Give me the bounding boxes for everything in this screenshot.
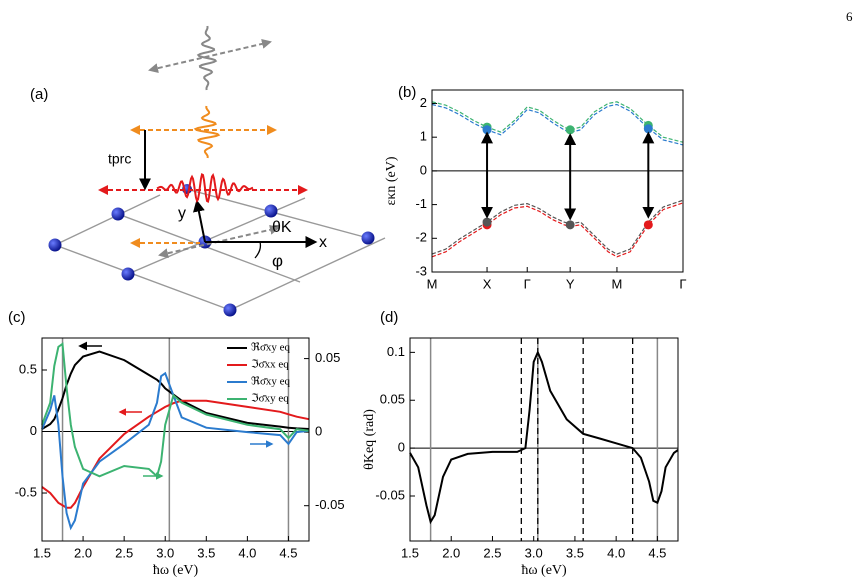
y-axis-label: εκn (eV) <box>384 156 399 205</box>
plot-frame <box>431 89 684 273</box>
y2-tick-label: -0.05 <box>315 497 345 512</box>
band-marker <box>565 125 575 135</box>
panel-label: (d) <box>380 309 398 326</box>
x-tick-label: Y <box>566 276 575 291</box>
y-tick-label: 0 <box>398 440 405 455</box>
y-tick-label: 0.05 <box>380 392 405 407</box>
plot-frame <box>409 337 679 542</box>
x-tick-label: Γ <box>679 276 686 291</box>
y2-tick-label: 0.05 <box>315 350 340 365</box>
diagram-label: y <box>178 205 186 222</box>
y-axis-arrow <box>192 199 206 243</box>
lattice <box>54 189 386 311</box>
legend-label: ℜσ̄xy eq <box>251 376 291 388</box>
x-tick-label: 4.0 <box>238 545 256 560</box>
y-tick-label: -1 <box>415 196 427 211</box>
plot-frame <box>41 337 310 542</box>
series-line <box>41 342 310 479</box>
band-marker <box>482 125 492 135</box>
band-marker <box>482 217 492 227</box>
diagram-label: x <box>319 234 327 251</box>
y-axis-label: θKeq (rad) <box>362 409 377 470</box>
diagram-label: θK <box>272 219 292 236</box>
wave-packet <box>196 25 218 91</box>
y-tick-label: 0 <box>420 162 427 177</box>
x-tick-label: 4.5 <box>648 545 666 560</box>
y2-tick-label: 0 <box>315 424 322 439</box>
x-axis-label: ħω (eV) <box>521 563 567 578</box>
angle-arc <box>254 241 262 259</box>
x-axis-label: ħω (eV) <box>153 563 199 578</box>
wave-packet <box>156 173 254 203</box>
page-number: 6 <box>846 9 853 24</box>
panel-label: (b) <box>398 84 416 101</box>
x-tick-label: M <box>612 276 623 291</box>
x-tick-label: 2.0 <box>442 545 460 560</box>
x-tick-label: M <box>427 276 438 291</box>
series-line <box>431 199 684 255</box>
y-tick-label: 1 <box>420 129 427 144</box>
x-tick-label: 1.5 <box>401 545 419 560</box>
panel-label: (c) <box>8 309 26 326</box>
series-line <box>41 371 310 531</box>
y-tick-label: 0.1 <box>387 344 405 359</box>
y-tick-label: 0 <box>30 423 37 438</box>
series-line <box>409 349 679 525</box>
diagram-label: φ <box>272 251 283 270</box>
legend-label: ℜσ̄xy eq <box>251 342 291 354</box>
x-tick-label: 2.0 <box>74 545 92 560</box>
x-tick-label: 3.5 <box>197 545 215 560</box>
x-tick-label: 3.0 <box>525 545 543 560</box>
band-marker <box>643 220 653 230</box>
y-tick-label: -2 <box>415 230 427 245</box>
x-tick-label: 2.5 <box>483 545 501 560</box>
band-marker <box>565 220 575 230</box>
series-line <box>431 101 684 143</box>
x-tick-label: 3.0 <box>156 545 174 560</box>
x-tick-label: 4.0 <box>607 545 625 560</box>
panel-label: (a) <box>30 86 48 103</box>
x-tick-label: 4.5 <box>279 545 297 560</box>
series-line <box>431 103 684 146</box>
polarization-arrow <box>148 38 272 74</box>
x-tick-label: X <box>483 276 492 291</box>
legend-label: ℑσ̄xy eq <box>251 393 289 405</box>
y-tick-label: -3 <box>415 263 427 278</box>
y-tick-label: -0.05 <box>375 487 405 502</box>
series-line <box>431 202 684 258</box>
diagram-label: tprc <box>108 151 131 167</box>
diagram: (a) tprc y θK φ x <box>30 25 386 317</box>
y-tick-label: -0.5 <box>15 484 37 499</box>
y-tick-label: 2 <box>420 95 427 110</box>
x-tick-label: Γ <box>524 276 531 291</box>
legend-label: ℑσ̄xx eq <box>251 359 289 371</box>
series-line <box>41 350 310 430</box>
x-tick-label: 1.5 <box>33 545 51 560</box>
x-tick-label: 2.5 <box>115 545 133 560</box>
wave-packet <box>193 105 221 159</box>
y-tick-label: 0.5 <box>19 361 37 376</box>
band-marker <box>643 124 653 134</box>
series-line <box>41 399 310 509</box>
x-tick-label: 3.5 <box>566 545 584 560</box>
